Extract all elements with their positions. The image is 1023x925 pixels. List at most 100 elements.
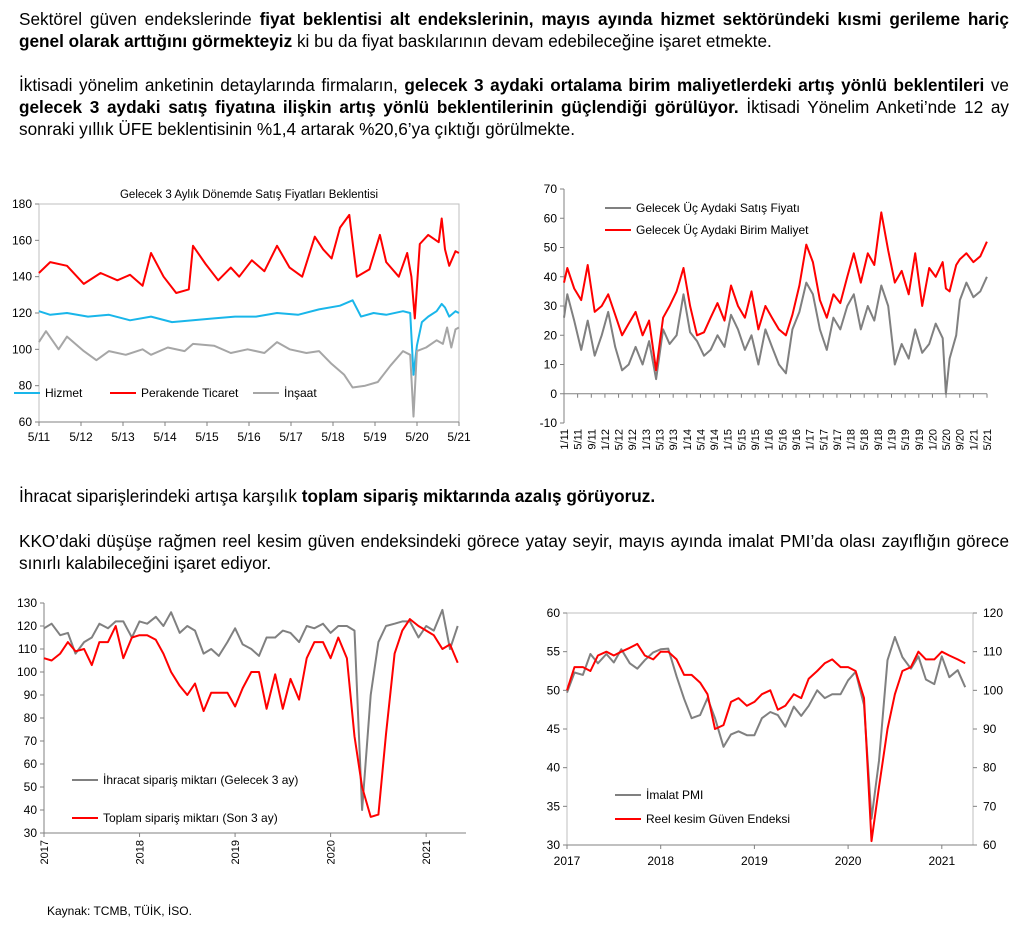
x-tick-label: 5/20 [405,430,429,444]
y-tick-label: 50 [24,780,38,794]
series-line-0 [563,276,988,395]
x-tick-label: 5/19 [363,430,387,444]
x-tick-label: 1/16 [764,429,776,450]
y-tick-label: 30 [544,299,558,313]
text-segment: İhracat siparişlerindeki artışa karşılık [19,486,302,506]
y-tick-label: 30 [547,838,561,852]
x-tick-label: 9/17 [832,429,844,450]
bold-text: gelecek 3 aydaki satış fiyatına ilişkin … [19,97,739,117]
text-segment: İktisadi yönelim anketinin detaylarında … [19,75,405,95]
y-tick-label: 180 [12,197,32,211]
y-tick-label: 40 [24,803,38,817]
x-tick-label: 9/19 [914,429,926,450]
x-tick-label: 2020 [835,854,862,868]
y-tick-label: 100 [12,342,32,356]
x-tick-label: 2017 [554,854,581,868]
y-tick-label: 160 [12,233,32,247]
x-tick-label: 1/18 [846,429,858,450]
source-note: Kaynak: TCMB, TÜİK, İSO. [47,904,192,918]
x-tick-label: 2018 [647,854,674,868]
y-tick-label: 100 [17,665,37,679]
y-tick-label: 55 [547,645,561,659]
y-tick-label: 70 [544,182,558,196]
y-tick-label: 35 [547,799,561,813]
chart-sales-price-expectations: Gelecek 3 Aylık Dönemde Satış Fiyatları … [12,189,471,444]
x-tick-label: 5/12 [614,429,626,450]
y-tick-label: 90 [24,688,38,702]
y-tick-label: 120 [12,306,32,320]
y-tick-label: 120 [17,619,37,633]
x-tick-label: 2021 [928,854,955,868]
paragraph-capacity-pmi: KKO’daki düşüşe rağmen reel kesim güven … [19,530,1009,574]
y-tick-label: 80 [19,379,33,393]
series-line-0 [566,636,967,820]
y-tick-label: -10 [540,416,558,430]
y-tick-label: 70 [24,734,38,748]
y-tick-label: 40 [547,761,561,775]
y-tick-label: 60 [547,606,561,620]
y-tick-label: 0 [550,387,557,401]
y2-tick-label: 80 [983,761,997,775]
x-tick-label: 9/12 [627,429,639,450]
y2-tick-label: 120 [983,606,1003,620]
legend-label: Gelecek Üç Aydaki Birim Maliyet [636,223,809,237]
legend-label: İhracat sipariş miktarı (Gelecek 3 ay) [103,773,298,787]
x-tick-label: 2019 [230,840,242,864]
x-tick-label: 9/20 [955,429,967,450]
paragraph-price-expectations: Sektörel güven endekslerinde fiyat bekle… [19,8,1009,52]
x-tick-label: 5/11 [28,430,51,444]
x-tick-label: 2021 [421,840,433,864]
series-line-1 [566,642,966,843]
legend-label: Perakende Ticaret [141,386,239,400]
y-tick-label: 60 [19,415,33,429]
y2-tick-label: 100 [983,683,1003,697]
x-tick-label: 1/17 [805,429,817,450]
bold-text: fiyat beklentisi alt endekslerinin, mayı… [19,9,1009,51]
x-tick-label: 1/12 [600,429,612,450]
x-tick-label: 1/21 [968,429,980,450]
x-tick-label: 5/17 [818,429,830,450]
x-tick-label: 1/11 [559,429,571,450]
series-line-0 [38,299,460,376]
x-tick-label: 5/20 [941,429,953,450]
text-segment: KKO’daki düşüşe rağmen reel kesim güven … [19,531,1009,573]
x-tick-label: 1/20 [927,429,939,450]
legend-label: Toplam sipariş miktarı (Son 3 ay) [103,811,278,825]
x-tick-label: 1/19 [886,429,898,450]
series-line-1 [43,618,459,818]
y2-tick-label: 90 [983,722,997,736]
y-tick-label: 50 [547,683,561,697]
x-tick-label: 1/13 [641,429,653,450]
series-line-1 [563,211,988,372]
bold-text: toplam sipariş miktarında azalış görüyor… [301,486,656,506]
x-tick-label: 9/16 [791,429,803,450]
x-tick-label: 5/13 [655,429,667,450]
x-tick-label: 2018 [135,840,147,864]
x-tick-label: 5/16 [237,430,261,444]
x-tick-label: 2017 [39,840,51,864]
y2-tick-label: 60 [983,838,997,852]
bold-text: gelecek 3 aydaki ortalama birim maliyetl… [404,75,985,95]
y-tick-label: 60 [544,211,558,225]
legend-label: Gelecek Üç Aydaki Satış Fiyatı [636,201,800,215]
y2-tick-label: 110 [983,645,1002,659]
y-tick-label: 130 [17,596,37,610]
y-tick-label: 10 [544,358,558,372]
x-tick-label: 5/18 [859,429,871,450]
x-tick-label: 9/14 [709,429,721,450]
x-tick-label: 5/14 [153,430,177,444]
x-tick-label: 5/11 [573,429,585,450]
x-tick-label: 5/12 [69,430,93,444]
x-tick-label: 9/11 [586,429,598,450]
chart-pmi-confidence: 30 35 40 45 50 55 60 60 70 80 90 100 110 120 2017 2018 2… [547,606,1004,868]
x-tick-label: 1/15 [723,429,735,450]
x-tick-label: 5/15 [195,430,219,444]
x-tick-label: 5/13 [111,430,135,444]
y-tick-label: 45 [547,722,561,736]
x-tick-label: 9/13 [668,429,680,450]
series-line-1 [38,213,460,320]
legend-label: Hizmet [45,386,83,400]
x-tick-label: 5/19 [900,429,912,450]
y-tick-label: 60 [24,757,38,771]
chart-orders: 30 40 50 60 70 80 90 100 110 120 130 2017 2018 2019 20… [17,596,466,864]
